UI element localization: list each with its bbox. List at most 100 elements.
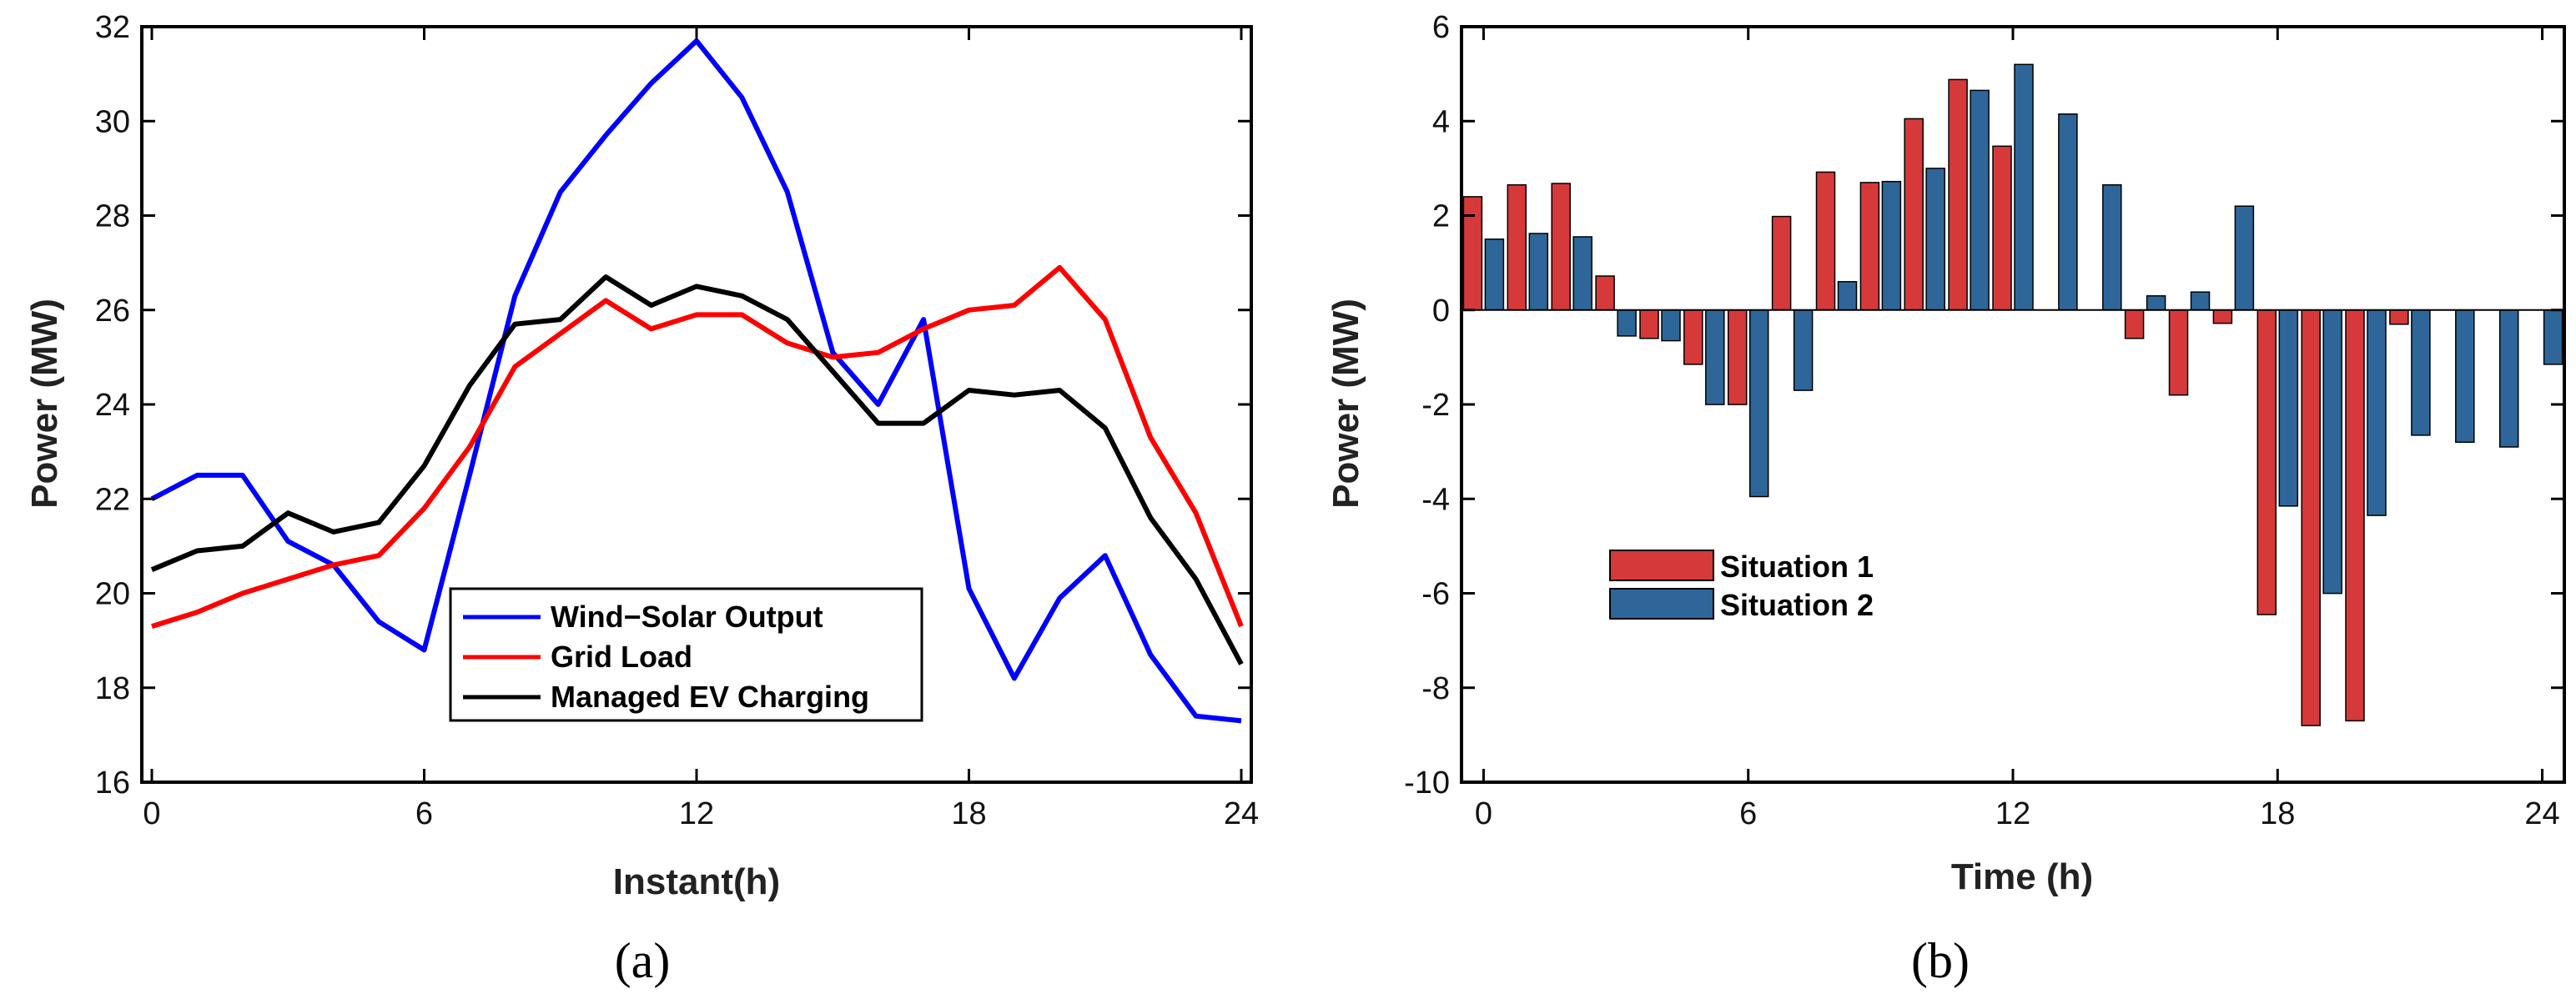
chart-b-plot-frame bbox=[1460, 25, 2566, 784]
chart-a-caption: (a) bbox=[615, 933, 671, 988]
chart-a-y-tick-label: 16 bbox=[95, 766, 130, 801]
chart-b-bar-situation-2 bbox=[1837, 281, 1858, 311]
chart-b-x-axis: 0 6 12 18 24 bbox=[1475, 27, 2560, 831]
chart-b-x-tick-label: 6 bbox=[1739, 796, 1757, 831]
chart-a-series-line-2 bbox=[151, 264, 1244, 629]
chart-b-x-tick-label: 0 bbox=[1475, 796, 1492, 831]
chart-b-bar-situation-1 bbox=[2301, 309, 2321, 726]
chart-b-bar-situation-2 bbox=[2498, 309, 2519, 448]
legend-label-managed-ev: Managed EV Charging bbox=[551, 680, 869, 714]
chart-a-y-tick-label: 30 bbox=[95, 104, 130, 139]
chart-b-bar-situation-1 bbox=[2257, 309, 2277, 615]
chart-a-y-tick-label: 32 bbox=[95, 10, 130, 45]
chart-a-legend: Wind−Solar Output Grid Load Managed EV C… bbox=[449, 587, 923, 722]
chart-b-bar-situation-2 bbox=[1881, 180, 1902, 311]
chart-b-bar-situation-2 bbox=[2190, 291, 2211, 311]
chart-b-bar-situation-1 bbox=[1462, 196, 1483, 311]
chart-b-y-tick-label: 4 bbox=[1432, 104, 1450, 139]
legend-label-grid-load: Grid Load bbox=[551, 640, 692, 674]
chart-a-x-tick-label: 12 bbox=[679, 796, 714, 831]
chart-a-y-tick-label: 20 bbox=[95, 577, 130, 612]
chart-a-x-axis: 0 6 12 18 24 bbox=[143, 27, 1259, 831]
chart-a-x-tick-label: 18 bbox=[951, 796, 986, 831]
chart-a-y-tick-label: 22 bbox=[95, 482, 130, 517]
chart-b-bar-situation-1 bbox=[1904, 118, 1924, 311]
chart-b-y-tick-label: 2 bbox=[1432, 199, 1450, 234]
chart-a-x-tick-label: 6 bbox=[415, 796, 433, 831]
chart-b-x-tick-label: 12 bbox=[1995, 796, 2030, 831]
chart-b-bar-situation-1 bbox=[1595, 275, 1615, 311]
chart-b-bar-situation-2 bbox=[1925, 168, 1945, 311]
chart-b-bar-situation-1 bbox=[1992, 145, 2012, 311]
chart-b-bar-situation-1 bbox=[1948, 78, 1968, 311]
chart-b-bar-situation-1 bbox=[2168, 309, 2189, 396]
chart-b-y-tick-label: -10 bbox=[1404, 766, 1450, 801]
legend-label-situation-2: Situation 2 bbox=[1720, 588, 1874, 622]
chart-b-y-axis-label: Power (MW) bbox=[1326, 299, 1366, 509]
chart-b-bar-situation-2 bbox=[2146, 295, 2166, 311]
chart-b-x-tick-label: 18 bbox=[2260, 796, 2295, 831]
chart-a-series-line-3 bbox=[150, 274, 1244, 665]
chart-b-bar-situation-2 bbox=[1748, 309, 1769, 498]
chart-b-bar-situation-2 bbox=[1484, 238, 1505, 311]
chart-b-bar-situation-1 bbox=[1683, 309, 1703, 365]
chart-b-bar-situation-2 bbox=[2543, 309, 2563, 365]
chart-b-bar-situation-1 bbox=[1639, 309, 1659, 339]
chart-a-y-tick-label: 28 bbox=[95, 199, 130, 234]
chart-a: 16 18 20 22 24 26 28 30 32 0 6 12 18 24 Power (MW) I… bbox=[24, 10, 1259, 988]
chart-a-y-axis: 16 18 20 22 24 26 28 30 32 bbox=[95, 10, 1251, 801]
chart-b-bar-situation-1 bbox=[1859, 182, 1880, 311]
chart-b-bar-situation-2 bbox=[1528, 233, 1549, 311]
chart-b-y-axis: -10 -8 -6 -4 -2 0 2 4 6 bbox=[1404, 10, 2564, 801]
chart-b-y-tick-label: -4 bbox=[1421, 482, 1450, 517]
chart-b-y-tick-label: 0 bbox=[1432, 294, 1450, 329]
chart-b-caption: (b) bbox=[1911, 933, 1970, 988]
chart-b-x-tick-label: 24 bbox=[2524, 796, 2559, 831]
chart-b-bar-situation-2 bbox=[2102, 183, 2122, 311]
chart-b-x-axis-label: Time (h) bbox=[1951, 856, 2093, 897]
chart-b-y-tick-label: -2 bbox=[1421, 388, 1450, 423]
chart-b-bar-situation-2 bbox=[1793, 309, 1814, 391]
chart-b-bar-situation-2 bbox=[1617, 309, 1637, 337]
chart-b-bar-situation-2 bbox=[1705, 309, 1725, 405]
chart-b-bar-situation-2 bbox=[2367, 309, 2387, 516]
chart-b-y-tick-label: -6 bbox=[1421, 577, 1450, 612]
legend-label-wind-solar: Wind−Solar Output bbox=[551, 600, 823, 634]
chart-b-bar-situation-2 bbox=[1572, 236, 1592, 311]
chart-a-x-tick-label: 24 bbox=[1224, 796, 1259, 831]
chart-b-bar-situation-2 bbox=[1970, 89, 1990, 311]
legend-swatch-situation-1 bbox=[1609, 550, 1714, 581]
chart-a-y-tick-label: 26 bbox=[95, 294, 130, 329]
chart-b-bar-situation-2 bbox=[2322, 309, 2342, 595]
chart-b-bar-situation-1 bbox=[2345, 309, 2365, 722]
chart-a-series-group bbox=[150, 38, 1244, 724]
chart-b-bar-situation-2 bbox=[2058, 113, 2078, 311]
chart-b-bar-situation-2 bbox=[1661, 309, 1681, 342]
chart-b-bar-situation-2 bbox=[2278, 309, 2299, 507]
chart-b-bar-situation-2 bbox=[2455, 309, 2475, 444]
chart-b-bar-situation-1 bbox=[1507, 183, 1527, 311]
chart-b-bar-situation-1 bbox=[1771, 215, 1792, 311]
chart-b-bar-situation-1 bbox=[2124, 309, 2145, 339]
chart-b-y-tick-label: 6 bbox=[1432, 10, 1450, 45]
chart-b-bars-group bbox=[1462, 63, 2563, 726]
legend-swatch-situation-2 bbox=[1609, 588, 1714, 620]
chart-b-bar-situation-1 bbox=[2389, 309, 2409, 325]
chart-b-legend: Situation 1 Situation 2 bbox=[1609, 550, 1874, 622]
legend-label-situation-1: Situation 1 bbox=[1720, 550, 1874, 584]
chart-b-y-tick-label: -8 bbox=[1421, 671, 1450, 706]
chart-a-x-axis-label: Instant(h) bbox=[613, 861, 780, 902]
chart-b-bar-situation-1 bbox=[1727, 309, 1748, 405]
chart-b-bar-situation-2 bbox=[2234, 205, 2255, 311]
chart-b-bar-situation-1 bbox=[2212, 309, 2233, 324]
chart-a-x-tick-label: 0 bbox=[143, 796, 160, 831]
chart-a-y-tick-label: 18 bbox=[95, 671, 130, 706]
chart-a-y-tick-label: 24 bbox=[95, 388, 130, 423]
chart-b-bar-situation-1 bbox=[1815, 171, 1836, 311]
chart-b-bar-situation-2 bbox=[2014, 63, 2034, 311]
chart-b-bar-situation-2 bbox=[2411, 309, 2431, 436]
chart-b-bar-situation-1 bbox=[1551, 183, 1571, 311]
chart-a-y-axis-label: Power (MW) bbox=[24, 299, 65, 509]
